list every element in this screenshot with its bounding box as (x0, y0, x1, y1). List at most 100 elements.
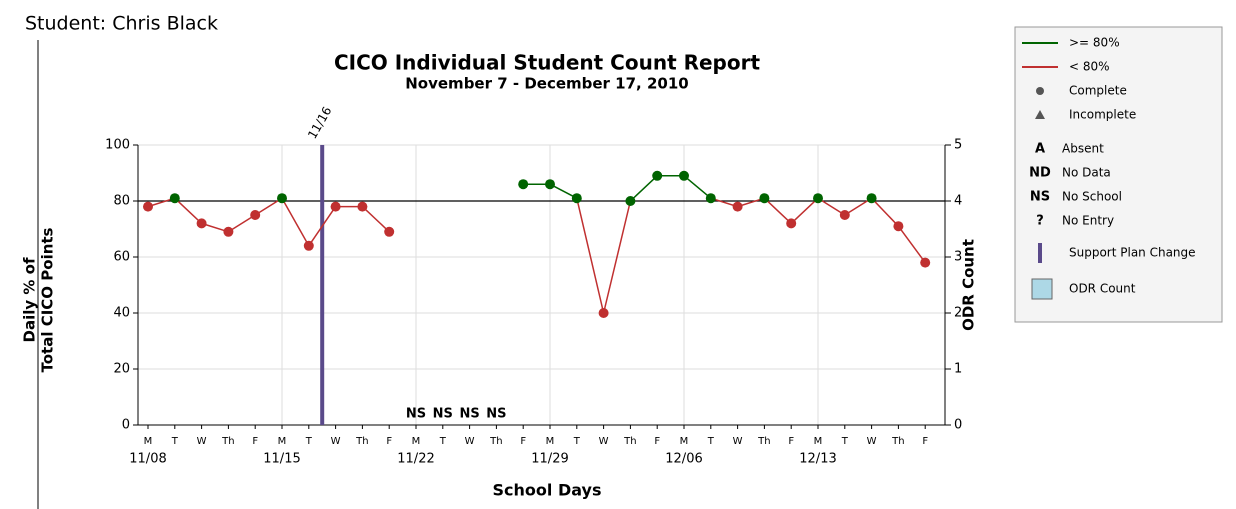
x-tick-label: M (546, 436, 555, 447)
x-tick-label: W (599, 436, 609, 447)
line-segment (629, 175, 658, 202)
x-axis-label: School Days (493, 481, 602, 500)
line-segment (897, 225, 926, 264)
x-tick-label: Th (489, 436, 502, 447)
data-point (250, 210, 261, 220)
data-point (571, 193, 582, 204)
x-tick-label: F (654, 436, 660, 447)
line-segment (361, 206, 390, 233)
line-segment (790, 197, 819, 224)
x-tick-label: Th (221, 436, 234, 447)
y2-axis-label: ODR Count (960, 239, 978, 331)
data-point (598, 308, 609, 318)
x-tick-label: Th (623, 436, 636, 447)
legend-label: Complete (1069, 84, 1127, 98)
legend-label: No School (1062, 190, 1122, 204)
legend-label: < 80% (1069, 60, 1110, 74)
legend-box-swatch (1031, 278, 1053, 300)
x-tick-label: Th (355, 436, 368, 447)
date-label: 11/08 (129, 452, 166, 467)
legend-label: Absent (1062, 142, 1104, 156)
x-tick-label: T (439, 436, 447, 447)
date-label: 12/06 (665, 452, 702, 467)
x-tick-label: W (733, 436, 743, 447)
x-tick-label: Th (757, 436, 770, 447)
data-point (839, 210, 850, 220)
y-tick-label: 100 (105, 138, 130, 153)
y2-tick-label: 1 (954, 362, 962, 377)
y2-tick-label: 0 (954, 418, 962, 433)
data-point (169, 193, 180, 204)
y2-tick-label: 2 (954, 306, 962, 321)
x-tick-label: T (573, 436, 581, 447)
line-segment (763, 197, 792, 224)
date-label: 11/22 (397, 452, 434, 467)
data-point (732, 201, 743, 212)
line-segment (683, 175, 712, 199)
line-segment (254, 197, 283, 216)
x-tick-label: W (867, 436, 877, 447)
y-axis-label: Total CICO Points (39, 227, 57, 372)
legend-label: No Data (1062, 166, 1111, 180)
x-tick-label: F (520, 436, 526, 447)
date-label: 11/29 (531, 452, 568, 467)
data-point (786, 218, 797, 229)
line-segment (228, 214, 256, 233)
legend-symbol: NS (1030, 190, 1050, 205)
legend-label: Incomplete (1069, 108, 1136, 122)
x-tick-label: W (197, 436, 207, 447)
x-tick-label: F (922, 436, 928, 447)
x-tick-label: F (386, 436, 392, 447)
data-point (920, 257, 931, 268)
data-point (652, 170, 663, 181)
x-tick-label: M (412, 436, 421, 447)
y-tick-label: 20 (113, 362, 130, 377)
data-point (223, 226, 234, 237)
date-label: 12/13 (799, 452, 836, 467)
line-segment (549, 183, 578, 199)
line-segment (281, 197, 310, 247)
data-point (277, 193, 287, 204)
line-segment (871, 197, 899, 227)
x-tick-label: W (331, 436, 341, 447)
y-tick-label: 0 (122, 418, 130, 433)
line-segment (308, 206, 337, 247)
x-tick-label: T (707, 436, 715, 447)
date-label: 11/15 (263, 452, 300, 467)
data-point (759, 193, 770, 204)
data-point (813, 193, 823, 204)
day-mark: NS (406, 407, 426, 422)
chart-subtitle: November 7 - December 17, 2010 (405, 75, 688, 93)
data-point (330, 201, 341, 212)
line-segment (817, 197, 846, 216)
x-tick-label: F (788, 436, 794, 447)
y2-tick-label: 3 (954, 250, 962, 265)
day-mark: NS (459, 407, 479, 422)
x-tick-label: Th (891, 436, 904, 447)
legend-label: ODR Count (1069, 282, 1136, 296)
student-name: Student: Chris Black (25, 13, 218, 35)
data-point (545, 179, 555, 190)
data-point (625, 196, 636, 206)
legend-symbol: ND (1029, 166, 1051, 181)
x-tick-label: T (305, 436, 313, 447)
data-point (679, 170, 689, 181)
data-point (705, 193, 716, 204)
legend-bar (1038, 243, 1042, 263)
x-tick-label: F (252, 436, 258, 447)
data-point (196, 218, 207, 229)
legend-label: No Entry (1062, 214, 1114, 228)
day-mark: NS (486, 407, 506, 422)
legend-circle (1036, 87, 1044, 95)
legend-box (1014, 26, 1223, 323)
data-point (518, 179, 529, 190)
y-tick-label: 60 (113, 250, 130, 265)
x-tick-label: M (814, 436, 823, 447)
data-point (303, 240, 314, 251)
y2-tick-label: 4 (954, 194, 962, 209)
line-segment (602, 200, 632, 314)
data-point (893, 221, 904, 232)
y-tick-label: 80 (113, 194, 130, 209)
data-point (357, 201, 368, 212)
